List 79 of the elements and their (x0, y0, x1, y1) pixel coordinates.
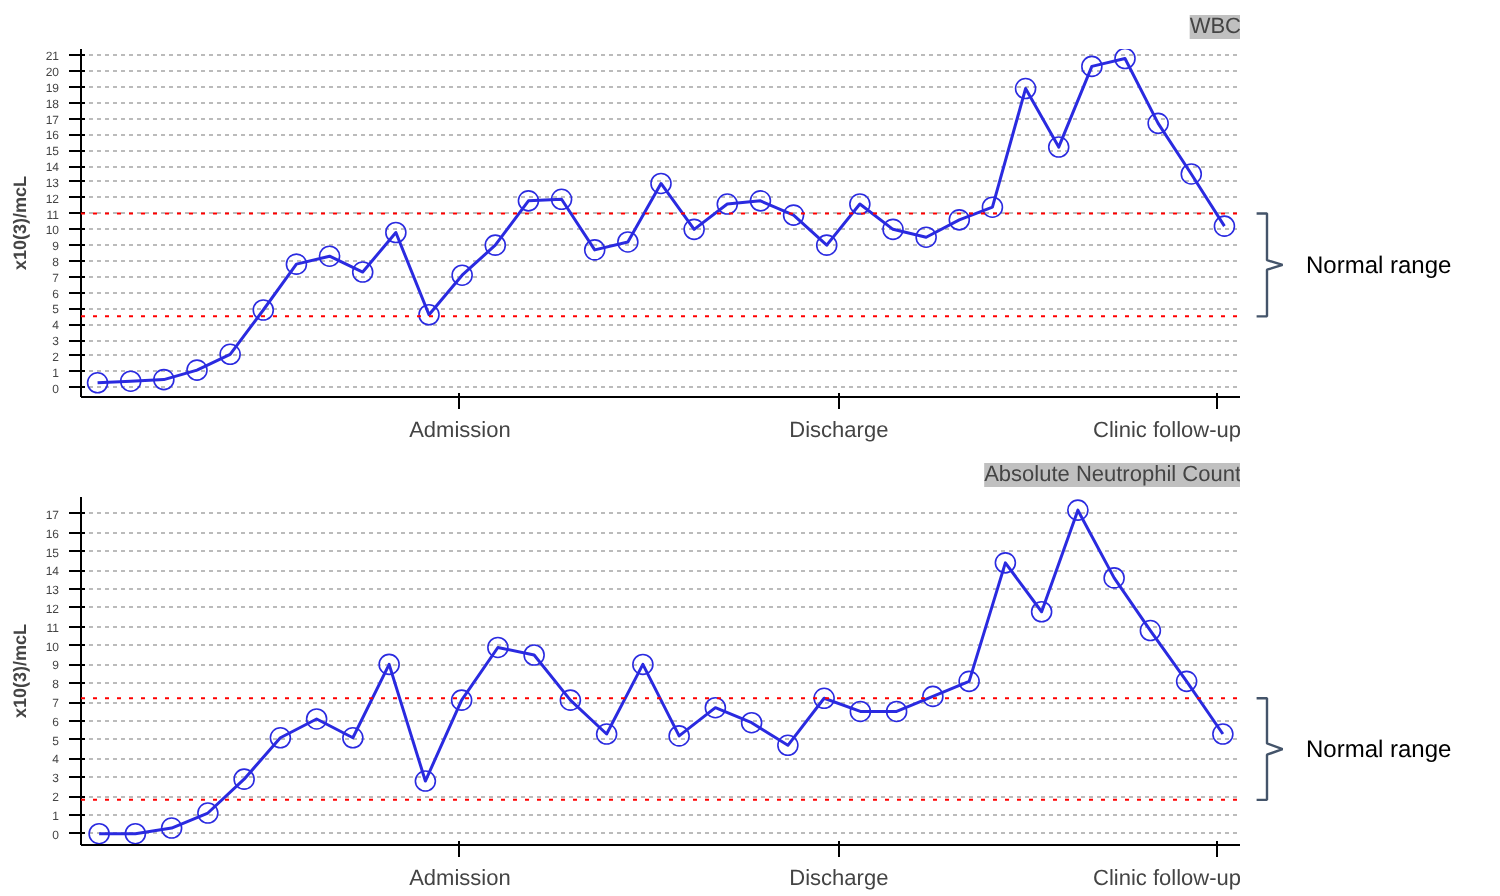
point (749, 190, 772, 212)
point (233, 768, 255, 790)
point (285, 253, 308, 275)
point (351, 261, 374, 283)
point (704, 696, 727, 719)
point (849, 700, 872, 723)
point (994, 552, 1017, 574)
point (617, 231, 639, 253)
point (523, 644, 545, 666)
point (981, 196, 1004, 218)
chart-title: WBC (1189, 15, 1242, 39)
text: Normal range (1306, 735, 1453, 764)
point (378, 653, 400, 676)
point (1212, 723, 1234, 745)
text: Clinic follow-up (1093, 419, 1242, 443)
point (119, 370, 142, 392)
point (1067, 499, 1089, 521)
point (683, 218, 705, 241)
point (385, 221, 407, 244)
point (1014, 77, 1037, 100)
point (550, 188, 573, 211)
point (414, 770, 437, 792)
point (958, 670, 980, 693)
point (650, 172, 672, 195)
point (583, 239, 606, 261)
point (484, 234, 507, 256)
point (777, 734, 799, 757)
point (1139, 619, 1162, 642)
point (632, 653, 654, 676)
point (450, 689, 473, 711)
point (782, 204, 805, 226)
point (124, 822, 147, 845)
text: Admission (409, 867, 511, 891)
point (186, 359, 208, 381)
point (342, 727, 364, 749)
text: Normal range (1306, 250, 1453, 279)
point (813, 687, 835, 710)
point (318, 245, 341, 267)
point (1147, 112, 1169, 135)
point (559, 689, 582, 711)
point (668, 725, 690, 747)
point (1030, 600, 1053, 623)
point (252, 299, 275, 321)
point (418, 303, 440, 326)
text: Discharge (789, 867, 889, 891)
point (219, 343, 241, 366)
point (1213, 215, 1236, 237)
point (885, 700, 908, 723)
point (915, 226, 937, 249)
point (517, 190, 540, 212)
point (849, 193, 871, 215)
point (595, 723, 618, 745)
point (1175, 670, 1198, 693)
point (740, 711, 763, 734)
point (487, 636, 509, 659)
chart-title: Absolute Neutrophil Count (984, 463, 1242, 487)
point (1047, 136, 1070, 158)
point (86, 371, 109, 394)
point (1180, 163, 1203, 185)
point (1103, 567, 1125, 589)
point (305, 708, 328, 730)
point (269, 727, 292, 749)
point (153, 368, 175, 391)
point (451, 264, 473, 286)
point (815, 234, 838, 256)
point (716, 193, 739, 215)
y-axis-title: x10(3)/mcL (9, 622, 30, 719)
point (160, 817, 183, 839)
point (88, 822, 110, 845)
y-axis-title: x10(3)/mcL (9, 174, 30, 271)
point (882, 218, 904, 241)
point (197, 802, 219, 824)
point (1114, 49, 1136, 70)
point (922, 685, 944, 708)
point (1081, 55, 1103, 78)
text: Clinic follow-up (1093, 867, 1242, 891)
text: Admission (409, 419, 511, 443)
point (948, 209, 971, 231)
text: Discharge (789, 419, 889, 443)
